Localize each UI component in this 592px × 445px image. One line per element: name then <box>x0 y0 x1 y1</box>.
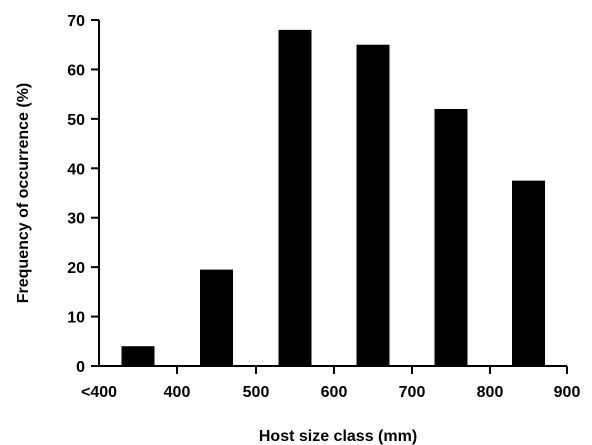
x-tick-label: 400 <box>164 384 191 401</box>
bar-6 <box>512 180 545 366</box>
bar-5 <box>434 108 468 366</box>
x-axis-title: Host size class (mm) <box>259 428 417 445</box>
y-tick-label: 30 <box>67 211 85 228</box>
y-tick-label: 0 <box>76 359 85 376</box>
y-tick-label: 40 <box>67 161 85 178</box>
x-tick-label: 900 <box>554 384 581 401</box>
bar-1 <box>121 346 155 366</box>
y-tick-label: 70 <box>67 13 85 30</box>
x-tick-label: 700 <box>399 384 426 401</box>
y-tick-label: 10 <box>67 310 85 327</box>
bars-group <box>121 29 545 367</box>
x-tick-label: 600 <box>321 384 348 401</box>
x-tick-label: 500 <box>243 384 270 401</box>
y-axis-ticks: 0 10 20 30 40 50 60 70 <box>67 13 99 376</box>
x-tick-label: <400 <box>81 384 117 401</box>
y-axis-title: Frequency of occurrence (%) <box>15 83 32 304</box>
x-axis-ticks: <400 400 500 600 700 800 900 <box>81 366 580 401</box>
y-tick-label: 60 <box>67 62 85 79</box>
bar-4 <box>356 44 390 366</box>
bar-2 <box>200 269 233 366</box>
y-tick-label: 50 <box>67 112 85 129</box>
y-tick-label: 20 <box>67 260 85 277</box>
x-tick-label: 800 <box>477 384 504 401</box>
bar-3 <box>278 29 312 367</box>
